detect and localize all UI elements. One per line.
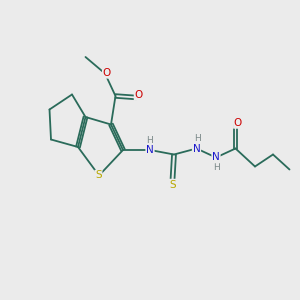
Text: N: N xyxy=(193,143,200,154)
Text: O: O xyxy=(234,118,242,128)
Text: S: S xyxy=(169,179,176,190)
Text: S: S xyxy=(95,170,102,181)
Text: O: O xyxy=(103,68,111,78)
Text: O: O xyxy=(134,90,143,100)
Text: H: H xyxy=(213,163,220,172)
Text: N: N xyxy=(146,145,154,155)
Text: N: N xyxy=(212,152,220,163)
Text: H: H xyxy=(146,136,153,145)
Text: H: H xyxy=(194,134,200,143)
